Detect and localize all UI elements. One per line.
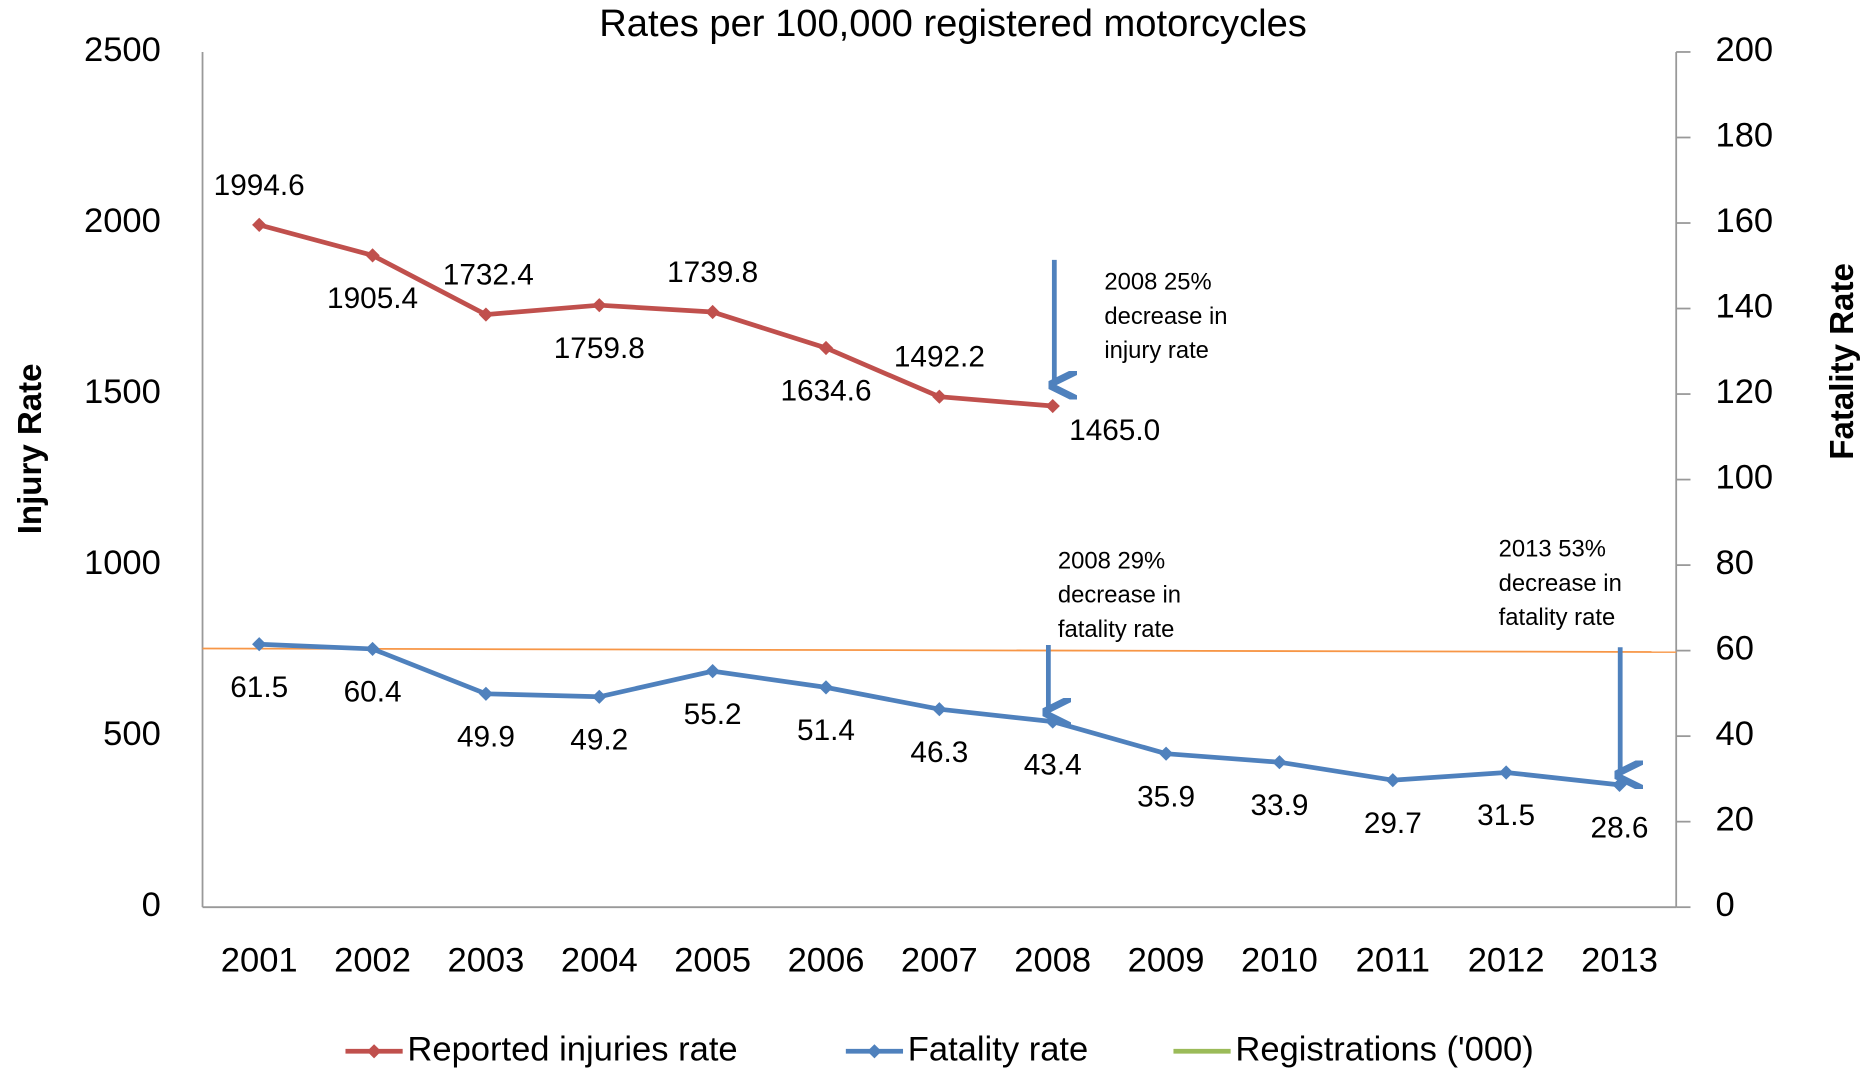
x-tick-label: 2009 xyxy=(1128,942,1205,980)
annotation: 2008 29% xyxy=(1058,549,1165,575)
legend-label: Fatality rate xyxy=(908,1030,1088,1068)
y2-tick-label: 160 xyxy=(1716,202,1774,240)
data-label: 31.5 xyxy=(1477,799,1535,832)
legend-marker xyxy=(366,1044,382,1059)
y2-axis-title: Fatality Rate xyxy=(1824,263,1861,460)
data-label: 1732.4 xyxy=(443,259,534,292)
data-point xyxy=(1158,746,1174,761)
x-tick-label: 2012 xyxy=(1468,942,1545,980)
y2-tick-label: 40 xyxy=(1716,715,1754,753)
annotation: decrease in xyxy=(1104,304,1227,330)
data-point xyxy=(705,664,720,679)
x-tick-label: 2007 xyxy=(901,942,978,980)
data-label: 1634.6 xyxy=(780,375,871,408)
data-label: 43.4 xyxy=(1024,748,1082,781)
data-point xyxy=(365,641,380,656)
x-tick-label: 2013 xyxy=(1581,942,1658,980)
y2-tick-label: 80 xyxy=(1716,544,1754,582)
y-tick-label: 500 xyxy=(103,715,161,753)
y2-tick-label: 200 xyxy=(1716,31,1774,69)
y2-tick-label: 120 xyxy=(1716,373,1774,411)
data-point xyxy=(478,686,494,701)
data-label: 1492.2 xyxy=(894,341,985,374)
data-label: 49.9 xyxy=(457,721,515,754)
data-point xyxy=(1385,773,1400,788)
legend-label: Reported injuries rate xyxy=(407,1030,737,1068)
data-point xyxy=(592,689,607,704)
data-label: 60.4 xyxy=(344,676,402,709)
x-tick-label: 2004 xyxy=(561,942,638,980)
legend-label: Registrations ('000) xyxy=(1235,1030,1533,1068)
data-label: 1905.4 xyxy=(327,282,418,315)
annotation: 2008 25% xyxy=(1104,270,1211,296)
annotation: fatality rate xyxy=(1499,605,1616,631)
data-point xyxy=(1272,755,1287,770)
data-point xyxy=(1045,398,1060,414)
legend-marker xyxy=(867,1044,882,1059)
data-point xyxy=(1045,714,1060,729)
y-tick-label: 2500 xyxy=(84,31,161,69)
data-point xyxy=(818,340,834,356)
y2-tick-label: 140 xyxy=(1716,288,1774,326)
x-tick-label: 2006 xyxy=(788,942,865,980)
data-label: 33.9 xyxy=(1250,789,1308,822)
data-label: 1739.8 xyxy=(667,256,758,289)
data-label: 35.9 xyxy=(1137,780,1195,813)
data-label: 51.4 xyxy=(797,714,855,747)
data-label: 1994.6 xyxy=(214,169,305,202)
y-tick-label: 0 xyxy=(142,886,161,924)
y2-tick-label: 20 xyxy=(1716,801,1754,839)
y2-tick-label: 180 xyxy=(1716,117,1774,155)
series-line xyxy=(258,222,1053,409)
y-axis-title: Injury Rate xyxy=(12,363,49,534)
annotation: 2013 53% xyxy=(1499,537,1606,563)
data-point xyxy=(932,702,947,717)
y2-tick-label: 100 xyxy=(1716,459,1774,497)
x-tick-label: 2008 xyxy=(1014,942,1091,980)
data-point xyxy=(1499,765,1514,780)
annotation: decrease in xyxy=(1499,571,1622,597)
annotation: decrease in xyxy=(1058,583,1181,609)
data-label: 49.2 xyxy=(570,724,628,757)
x-tick-label: 2010 xyxy=(1241,942,1318,980)
y2-tick-label: 0 xyxy=(1716,886,1735,924)
data-point xyxy=(1612,777,1627,792)
data-label: 28.6 xyxy=(1591,812,1649,845)
x-tick-label: 2003 xyxy=(448,942,525,980)
data-label: 1465.0 xyxy=(1069,414,1160,447)
y-tick-label: 1000 xyxy=(84,544,161,582)
data-point xyxy=(818,680,834,695)
data-point xyxy=(592,298,607,313)
annotation: injury rate xyxy=(1104,338,1209,364)
x-tick-label: 2005 xyxy=(674,942,751,980)
data-label: 61.5 xyxy=(230,671,288,704)
reference-line xyxy=(202,647,1677,653)
x-tick-label: 2002 xyxy=(334,942,411,980)
data-label: 29.7 xyxy=(1364,807,1422,840)
x-tick-label: 2011 xyxy=(1356,942,1430,980)
data-point xyxy=(365,248,380,263)
data-point xyxy=(252,217,267,232)
data-label: 1759.8 xyxy=(554,332,645,365)
x-tick-label: 2001 xyxy=(221,942,298,980)
data-label: 55.2 xyxy=(684,698,742,731)
y-tick-label: 1500 xyxy=(84,373,161,411)
data-point xyxy=(932,389,947,404)
y-tick-label: 2000 xyxy=(84,202,161,240)
data-label: 46.3 xyxy=(910,736,968,769)
annotation: fatality rate xyxy=(1058,617,1175,643)
chart-title: Rates per 100,000 registered motorcycles xyxy=(599,3,1307,45)
data-point xyxy=(705,304,720,320)
y2-tick-label: 60 xyxy=(1716,630,1754,668)
